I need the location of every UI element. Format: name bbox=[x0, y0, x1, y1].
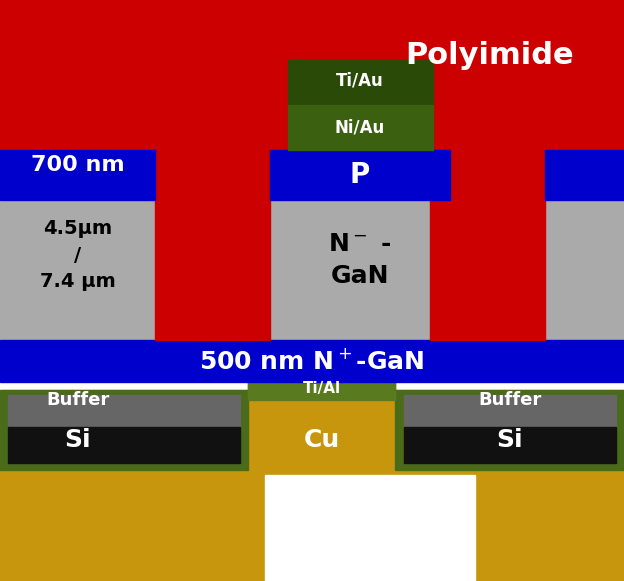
Bar bbox=[404, 427, 616, 463]
Bar bbox=[248, 378, 395, 400]
Bar bbox=[288, 60, 433, 105]
Bar bbox=[430, 155, 545, 340]
Text: Polyimide: Polyimide bbox=[406, 41, 574, 70]
Bar bbox=[0, 150, 155, 200]
Bar bbox=[0, 0, 624, 160]
Bar bbox=[0, 390, 248, 470]
Text: Buffer: Buffer bbox=[479, 391, 542, 409]
Bar bbox=[395, 390, 624, 470]
Text: Si: Si bbox=[65, 428, 91, 452]
Text: N$^-$ -
GaN: N$^-$ - GaN bbox=[328, 232, 391, 288]
Text: Ti/Al: Ti/Al bbox=[303, 381, 341, 396]
Text: Buffer: Buffer bbox=[46, 391, 110, 409]
Text: Cu: Cu bbox=[304, 428, 340, 452]
Bar bbox=[8, 395, 240, 427]
Text: Si: Si bbox=[497, 428, 524, 452]
Text: 4.5μm
/
7.4 μm: 4.5μm / 7.4 μm bbox=[40, 219, 116, 291]
Text: 500 nm N$^+$-GaN: 500 nm N$^+$-GaN bbox=[200, 349, 424, 374]
Bar bbox=[0, 155, 624, 340]
Bar bbox=[248, 378, 395, 398]
Bar bbox=[288, 105, 433, 150]
Bar bbox=[0, 340, 624, 382]
Text: Ni/Au: Ni/Au bbox=[335, 118, 385, 136]
Bar bbox=[265, 475, 475, 581]
Bar bbox=[8, 427, 240, 463]
Bar bbox=[270, 150, 450, 200]
Text: P: P bbox=[350, 161, 370, 189]
Bar bbox=[155, 155, 270, 340]
Text: Ti/Au: Ti/Au bbox=[336, 71, 384, 89]
Bar bbox=[0, 390, 624, 581]
Bar bbox=[545, 150, 624, 200]
Bar bbox=[404, 395, 616, 427]
Text: 700 nm: 700 nm bbox=[31, 155, 125, 175]
